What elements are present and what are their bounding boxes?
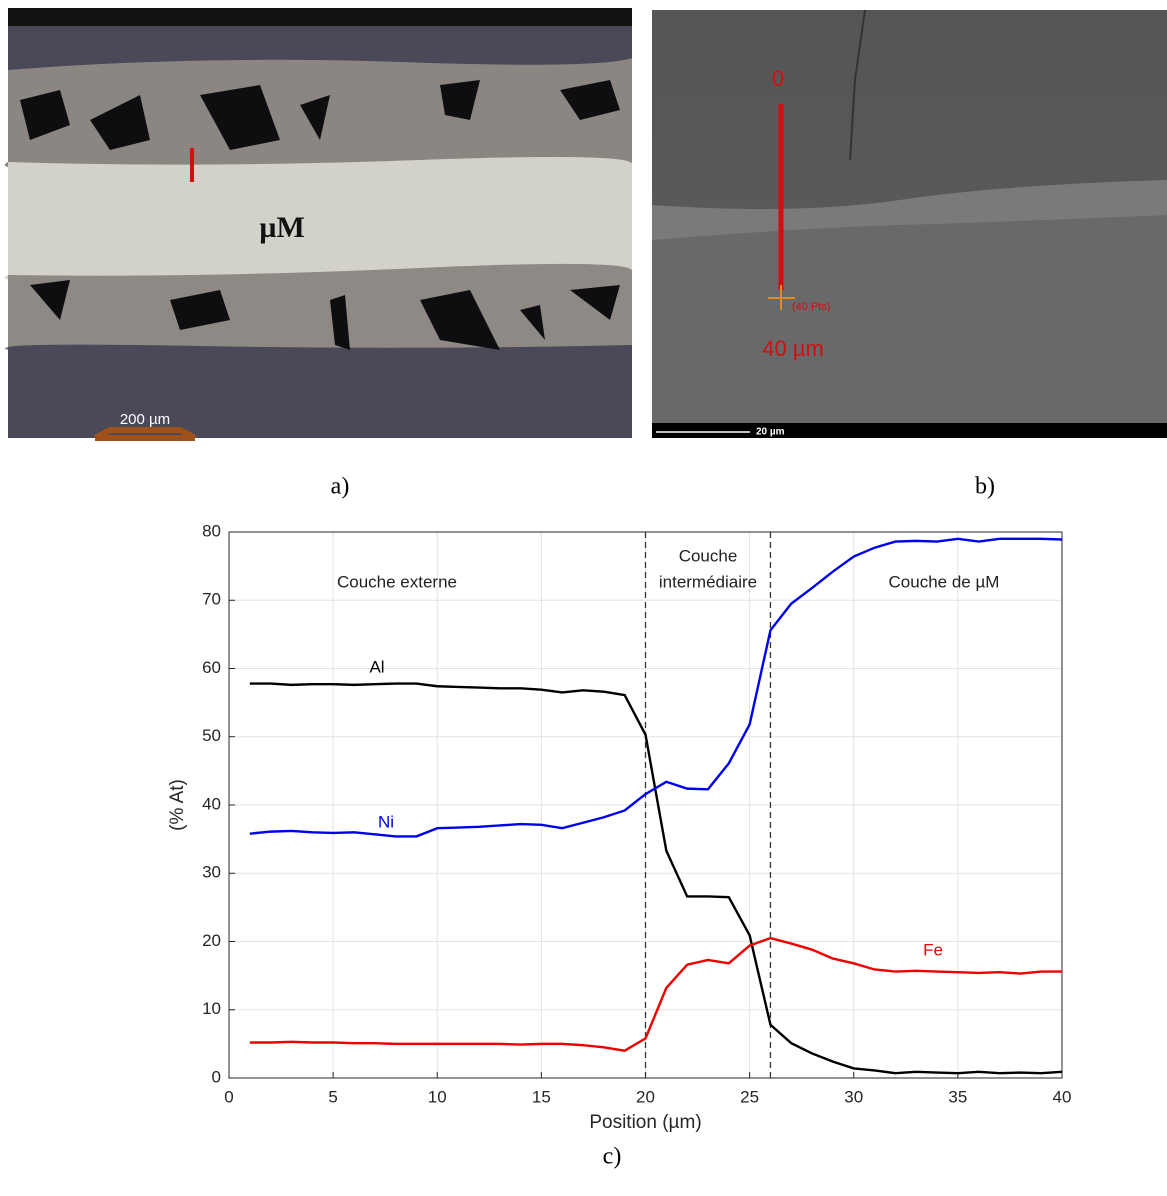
series-label: Fe — [923, 940, 943, 959]
profile-points: (40 Pts) — [792, 301, 831, 313]
x-tick-label: 40 — [1053, 1087, 1072, 1106]
x-tick-label: 10 — [428, 1087, 447, 1106]
y-tick-label: 20 — [202, 931, 221, 950]
profile-start: 0 — [772, 66, 784, 91]
region-label: Couche externe — [337, 572, 457, 591]
profile-length: 40 µm — [762, 336, 824, 361]
x-tick-label: 20 — [636, 1087, 655, 1106]
micrograph-a: 200 µm µM — [4, 8, 633, 441]
x-tick-label: 30 — [844, 1087, 863, 1106]
caption: b) — [975, 474, 995, 500]
x-tick-label: 15 — [532, 1087, 551, 1106]
layer-label: µM — [259, 211, 305, 244]
y-tick-label: 50 — [202, 726, 221, 745]
y-tick-label: 40 — [202, 794, 221, 813]
region-label: intermédiaire — [659, 572, 757, 591]
x-tick-label: 0 — [224, 1087, 233, 1106]
caption: c) — [603, 1144, 622, 1170]
line-chart: 0 5 10 15 20 25 30 35 40 0 10 20 30 40 50 60 70 80 Al Ni Fe C… — [167, 521, 1071, 1133]
y-tick-label: 10 — [202, 999, 221, 1018]
data-line — [249, 537, 1063, 838]
series-label: Ni — [378, 812, 394, 831]
y-tick-label: 80 — [202, 521, 221, 540]
caption: a) — [331, 474, 350, 500]
region-label: Couche — [679, 546, 738, 565]
series-label: Al — [369, 657, 384, 676]
x-tick-label: 35 — [948, 1087, 967, 1106]
x-tick-label: 5 — [328, 1087, 337, 1106]
y-axis-label: (% At) — [167, 779, 188, 831]
data-line — [249, 936, 1062, 1052]
region-label: Couche de µM — [889, 572, 1000, 591]
scale-bar-label: 200 µm — [120, 411, 170, 428]
x-tick-label: 25 — [740, 1087, 759, 1106]
x-axis-label: Position (µm) — [589, 1112, 701, 1133]
data-line — [249, 682, 1063, 1075]
scale-bar-label: 20 µm — [756, 427, 785, 438]
y-tick-label: 70 — [202, 590, 221, 609]
micrograph-b: 20 µm 0 (40 Pts) 40 µm — [652, 9, 1167, 438]
y-tick-label: 0 — [212, 1067, 221, 1086]
y-tick-label: 60 — [202, 658, 221, 677]
y-tick-label: 30 — [202, 863, 221, 882]
